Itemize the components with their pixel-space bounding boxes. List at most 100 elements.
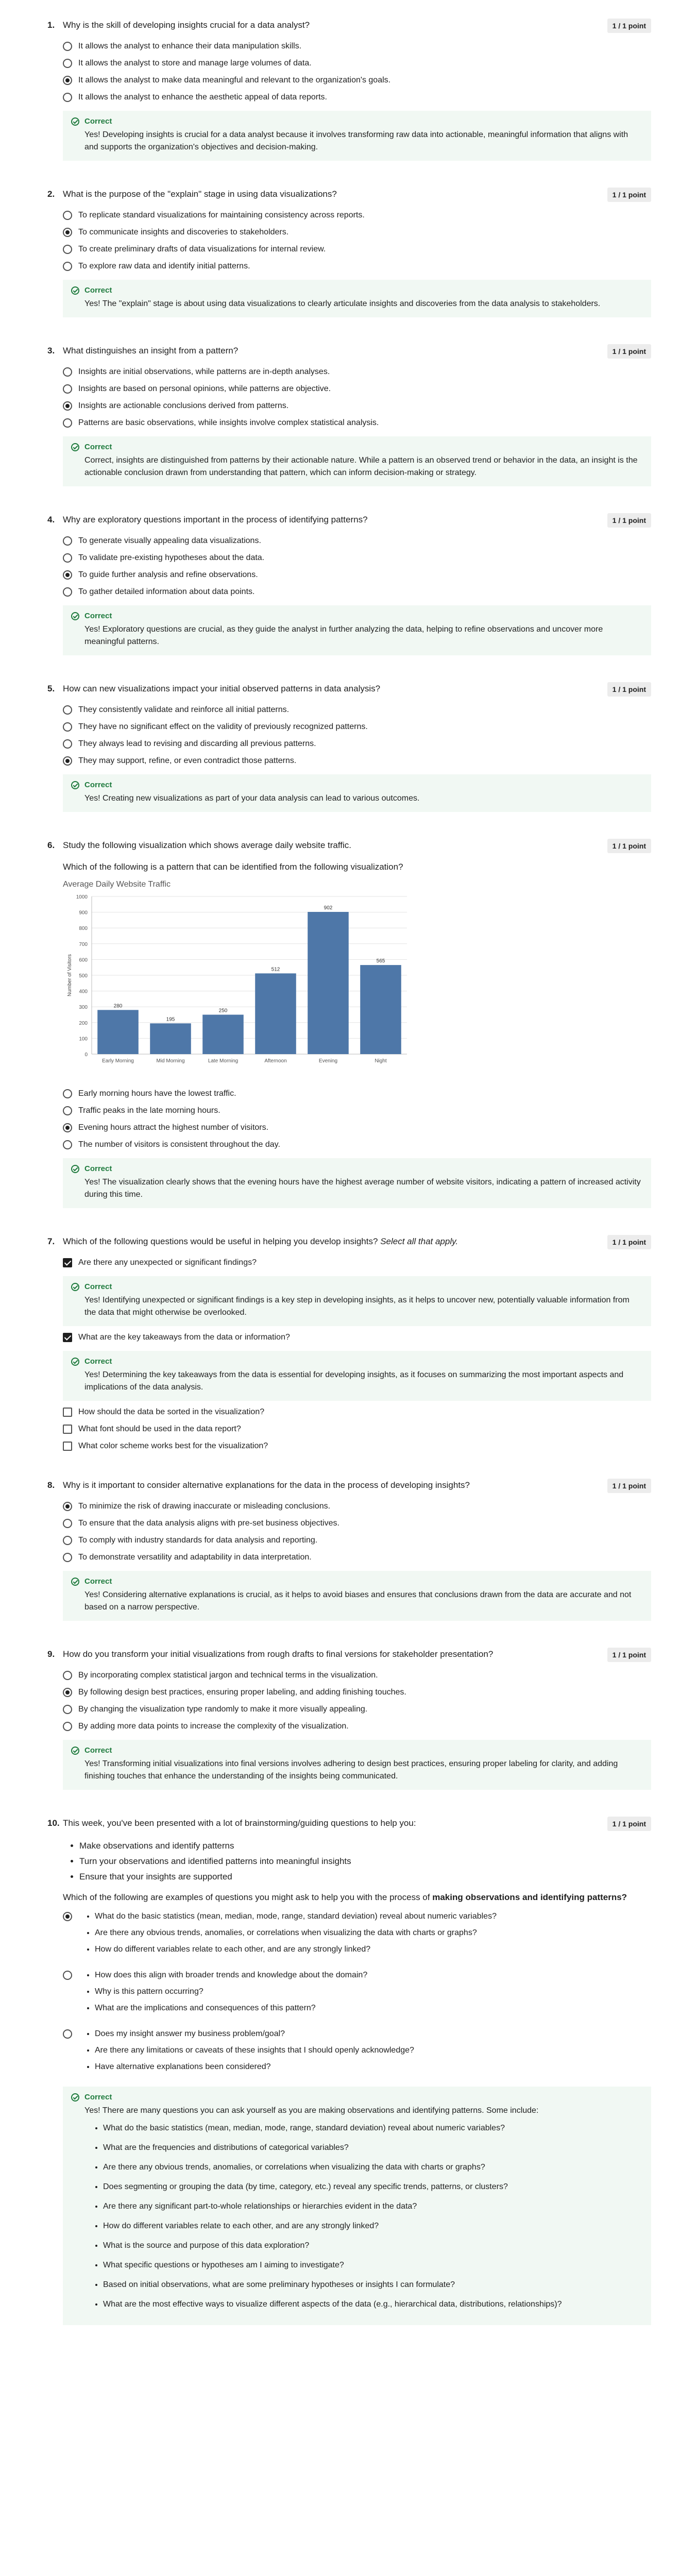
answer-option[interactable]: To replicate standard visualizations for…: [63, 209, 651, 222]
answer-option[interactable]: What do the basic statistics (mean, medi…: [63, 1910, 651, 1960]
answer-option[interactable]: To comply with industry standards for da…: [63, 1534, 651, 1547]
goal-list: Make observations and identify patterns …: [63, 1838, 651, 1885]
radio-button[interactable]: [63, 2029, 72, 2039]
feedback-box: Correct Yes! Creating new visualizations …: [63, 774, 651, 812]
answer-option[interactable]: Does my insight answer my business probl…: [63, 2028, 651, 2077]
answer-option[interactable]: It allows the analyst to store and manag…: [63, 57, 651, 70]
answer-option[interactable]: It allows the analyst to enhance the aes…: [63, 91, 651, 104]
radio-button[interactable]: [63, 93, 72, 102]
checkbox[interactable]: [63, 1333, 72, 1342]
y-tick-label: 300: [79, 1005, 88, 1010]
question-number: 9.: [47, 1649, 55, 1659]
answer-option[interactable]: What color scheme works best for the vis…: [63, 1440, 651, 1452]
radio-button[interactable]: [63, 1705, 72, 1714]
question-number: 8.: [47, 1480, 55, 1490]
radio-button[interactable]: [63, 553, 72, 563]
option-label: Evening hours attract the highest number…: [78, 1123, 269, 1132]
radio-button[interactable]: [63, 1519, 72, 1528]
check-circle-icon: [71, 443, 79, 451]
checkbox[interactable]: [63, 1442, 72, 1451]
answer-option[interactable]: By incorporating complex statistical jar…: [63, 1669, 651, 1682]
feedback-text: Yes! Exploratory questions are crucial, …: [84, 625, 603, 646]
answer-option[interactable]: By following design best practices, ensu…: [63, 1686, 651, 1699]
radio-button[interactable]: [63, 739, 72, 749]
radio-button[interactable]: [63, 418, 72, 428]
radio-button[interactable]: [63, 59, 72, 68]
answer-option[interactable]: To validate pre-existing hypotheses abou…: [63, 552, 651, 564]
answer-option[interactable]: To create preliminary drafts of data vis…: [63, 243, 651, 256]
answer-option[interactable]: By changing the visualization type rando…: [63, 1703, 651, 1716]
answer-option[interactable]: Traffic peaks in the late morning hours.: [63, 1105, 651, 1117]
radio-button[interactable]: [63, 1912, 72, 1921]
answer-option[interactable]: The number of visitors is consistent thr…: [63, 1139, 651, 1151]
radio-button[interactable]: [63, 1671, 72, 1680]
question-10: 10. This week, you've been presented with…: [0, 1809, 680, 2345]
list-item: Are there any limitations or caveats of …: [95, 2044, 414, 2057]
points-badge: 1 / 1 point: [607, 513, 651, 528]
radio-button[interactable]: [63, 42, 72, 51]
answer-option[interactable]: To gather detailed information about dat…: [63, 586, 651, 598]
answer-option[interactable]: They consistently validate and reinforce…: [63, 704, 651, 716]
answer-option[interactable]: Are there any unexpected or significant …: [63, 1257, 651, 1269]
answer-option[interactable]: To ensure that the data analysis aligns …: [63, 1517, 651, 1530]
radio-button[interactable]: [63, 1106, 72, 1115]
radio-button[interactable]: [63, 228, 72, 237]
option-label: What are the key takeaways from the data…: [78, 1333, 290, 1342]
radio-button[interactable]: [63, 722, 72, 732]
radio-button[interactable]: [63, 1140, 72, 1149]
answer-option[interactable]: To demonstrate versatility and adaptabil…: [63, 1551, 651, 1564]
answer-option[interactable]: They have no significant effect on the v…: [63, 721, 651, 733]
radio-button[interactable]: [63, 1502, 72, 1511]
answer-option[interactable]: Insights are based on personal opinions,…: [63, 383, 651, 395]
radio-button[interactable]: [63, 1722, 72, 1731]
option-label: By following design best practices, ensu…: [78, 1688, 406, 1697]
answer-option[interactable]: To generate visually appealing data visu…: [63, 535, 651, 547]
radio-button[interactable]: [63, 705, 72, 715]
feedback-label: Correct: [84, 286, 112, 295]
radio-button[interactable]: [63, 570, 72, 580]
answer-option[interactable]: What font should be used in the data rep…: [63, 1423, 651, 1435]
radio-button[interactable]: [63, 262, 72, 271]
radio-button[interactable]: [63, 1123, 72, 1132]
radio-button[interactable]: [63, 536, 72, 546]
radio-button[interactable]: [63, 384, 72, 394]
radio-button[interactable]: [63, 587, 72, 597]
answer-option[interactable]: They always lead to revising and discard…: [63, 738, 651, 750]
radio-button[interactable]: [63, 367, 72, 377]
option-label: To generate visually appealing data visu…: [78, 536, 261, 545]
radio-button[interactable]: [63, 211, 72, 220]
question-text: This week, you've been presented with a …: [63, 1818, 416, 1828]
radio-button[interactable]: [63, 1536, 72, 1545]
check-circle-icon: [71, 286, 79, 295]
answer-option[interactable]: To explore raw data and identify initial…: [63, 260, 651, 273]
answer-option[interactable]: What are the key takeaways from the data…: [63, 1331, 651, 1344]
checkbox[interactable]: [63, 1425, 72, 1434]
answer-option[interactable]: To guide further analysis and refine obs…: [63, 569, 651, 581]
check-circle-icon: [71, 117, 79, 126]
answer-option[interactable]: Insights are actionable conclusions deri…: [63, 400, 651, 412]
answer-option[interactable]: To communicate insights and discoveries …: [63, 226, 651, 239]
radio-button[interactable]: [63, 76, 72, 85]
answer-option[interactable]: By adding more data points to increase t…: [63, 1720, 651, 1733]
answer-option[interactable]: It allows the analyst to make data meani…: [63, 74, 651, 87]
answer-option[interactable]: Patterns are basic observations, while i…: [63, 417, 651, 429]
question-text: Study the following visualization which …: [63, 840, 352, 850]
radio-button[interactable]: [63, 245, 72, 254]
answer-option[interactable]: They may support, refine, or even contra…: [63, 755, 651, 767]
answer-option[interactable]: Insights are initial observations, while…: [63, 366, 651, 378]
radio-button[interactable]: [63, 401, 72, 411]
answer-option[interactable]: How does this align with broader trends …: [63, 1969, 651, 2019]
answer-option[interactable]: To minimize the risk of drawing inaccura…: [63, 1500, 651, 1513]
radio-button[interactable]: [63, 1553, 72, 1562]
radio-button[interactable]: [63, 1971, 72, 1980]
option-question-list: Does my insight answer my business probl…: [78, 2028, 414, 2077]
checkbox[interactable]: [63, 1258, 72, 1267]
answer-option[interactable]: It allows the analyst to enhance their d…: [63, 40, 651, 53]
radio-button[interactable]: [63, 1688, 72, 1697]
radio-button[interactable]: [63, 756, 72, 766]
answer-option[interactable]: How should the data be sorted in the vis…: [63, 1406, 651, 1418]
checkbox[interactable]: [63, 1408, 72, 1417]
radio-button[interactable]: [63, 1089, 72, 1098]
answer-option[interactable]: Evening hours attract the highest number…: [63, 1122, 651, 1134]
answer-option[interactable]: Early morning hours have the lowest traf…: [63, 1088, 651, 1100]
